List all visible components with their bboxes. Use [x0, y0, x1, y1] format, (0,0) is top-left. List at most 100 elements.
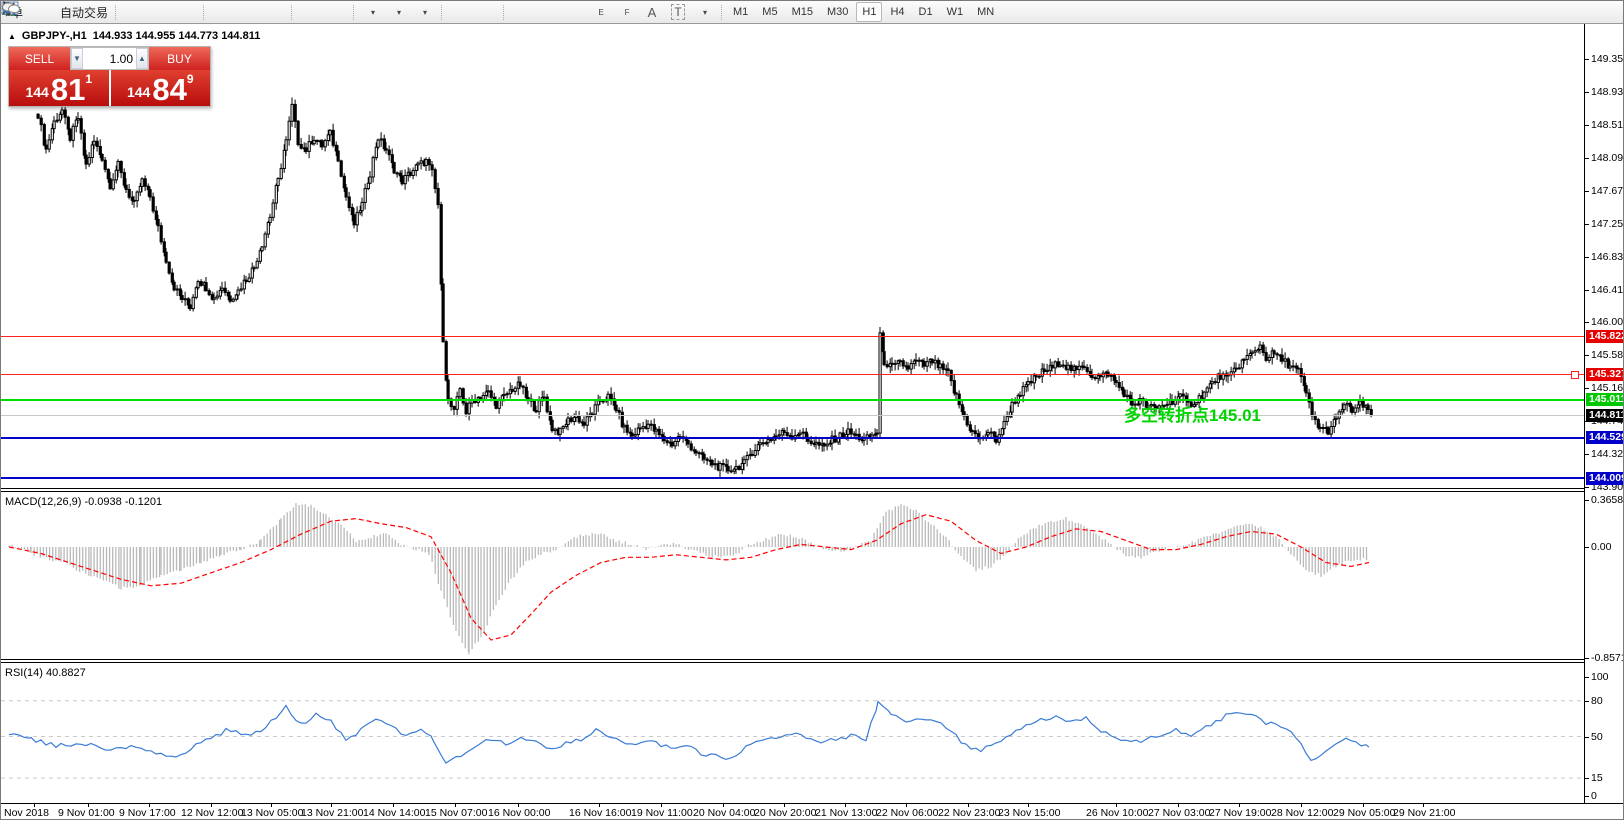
resistance-line-145822[interactable]	[1, 335, 1584, 337]
rsi-tick-mark	[1585, 736, 1589, 738]
text-label-button[interactable]: T	[665, 2, 691, 22]
volume-input[interactable]	[83, 48, 136, 69]
rsi-pane[interactable]: RSI(14) 40.8827	[1, 663, 1584, 803]
support-line-144009[interactable]	[1, 477, 1584, 480]
time-axis-label: 19 Nov 11:00	[631, 807, 693, 819]
price-tick-mark	[1585, 388, 1589, 390]
timeframe-button-d1[interactable]: D1	[918, 6, 933, 18]
timeframe-button-h4[interactable]: H4	[890, 6, 905, 18]
auto-scroll-button[interactable]	[2, 2, 323, 22]
time-axis-label: 20 Nov 20:00	[754, 807, 817, 819]
trendline-button[interactable]	[2, 2, 587, 22]
buy-price-display[interactable]: 144 84 9	[110, 70, 210, 106]
time-axis-label: 21 Nov 13:00	[815, 807, 878, 819]
resistance-line-145327-handle[interactable]	[1571, 370, 1579, 379]
price-tick-mark	[1585, 224, 1589, 226]
price-tick-mark	[1585, 191, 1589, 193]
price-tick-mark	[1585, 454, 1589, 455]
price-tick-label: 147.250	[1591, 218, 1624, 231]
price-badge: 145.011	[1586, 393, 1623, 407]
volume-decrease-button[interactable]: ▼	[71, 48, 83, 69]
autotrading-button[interactable]: 自动交易	[1, 1, 111, 22]
price-axis[interactable]: 149.350 148.930 148.510 148.090 147.670 147.2…	[1584, 24, 1624, 803]
price-badge: 144.529	[1586, 431, 1623, 445]
resistance-line-145327[interactable]	[1, 374, 1584, 376]
time-tick-mark	[271, 804, 272, 807]
time-axis-label: 27 Nov 03:00	[1148, 807, 1211, 819]
time-tick-mark	[34, 804, 35, 807]
collapse-panel-icon[interactable]: ▲	[8, 31, 16, 41]
templates-button[interactable]: ▾	[1, 1, 437, 22]
periods-button[interactable]: ▾	[2, 2, 411, 22]
time-tick-mark	[1239, 804, 1240, 807]
time-axis-label: 16 Nov 16:00	[569, 807, 632, 819]
chat-button[interactable]	[2, 2, 1610, 22]
rsi-label: RSI(14) 40.8827	[5, 667, 86, 679]
macd-tick-mark	[1585, 657, 1589, 659]
cursor-button[interactable]	[3, 1, 473, 22]
time-axis-label: 16 Nov 00:00	[488, 807, 551, 819]
volume-increase-button[interactable]: ▲	[136, 48, 148, 69]
support-line-144529[interactable]	[1, 436, 1584, 439]
rsi-tick-label: 80	[1591, 694, 1603, 707]
timeframe-button-m30[interactable]: M30	[826, 6, 849, 18]
line-chart-button[interactable]	[2, 2, 199, 22]
sell-price-display[interactable]: 144 81 1	[9, 70, 109, 106]
pane-splitter[interactable]	[1, 488, 1584, 492]
chevron-down-icon: ▾	[397, 7, 402, 17]
price-badge: 145.327	[1586, 368, 1623, 382]
time-axis-label: 29 Nov 05:00	[1333, 807, 1396, 819]
time-tick-mark	[331, 804, 332, 807]
price-tick-mark	[1585, 59, 1589, 61]
horizontal-line-button[interactable]	[2, 2, 561, 22]
arrows-button[interactable]: ▾	[3, 2, 717, 22]
vertical-line-button[interactable]	[6, 2, 535, 22]
time-tick-mark	[1116, 804, 1117, 807]
pivot-line-145011[interactable]	[1, 398, 1584, 401]
time-axis-label: 15 Nov 07:00	[425, 807, 488, 819]
price-tick-label: 145.160	[1591, 382, 1624, 395]
buy-button[interactable]: BUY	[149, 47, 210, 70]
autotrading-label: 自动交易	[60, 5, 109, 20]
time-tick-mark	[1363, 804, 1364, 807]
zoom-in-button[interactable]	[2, 2, 235, 22]
macd-tick-label: -0.8571	[1591, 651, 1624, 664]
fibonacci-button[interactable]: F	[3, 2, 639, 22]
time-tick-mark	[149, 804, 150, 807]
pane-splitter[interactable]	[1, 659, 1584, 663]
timeframe-button-m1[interactable]: M1	[733, 6, 749, 18]
timeframe-button-h1[interactable]: H1	[856, 2, 883, 22]
bid-price-line-144811[interactable]	[1, 414, 1584, 416]
time-axis[interactable]: Nov 2018 9 Nov 01:00 9 Nov 17:00 12 Nov 12:…	[1, 803, 1623, 819]
toolbar-separator	[353, 4, 355, 20]
volume-control: ▼ ▲	[70, 47, 149, 70]
main-chart-pane[interactable]: 多空转折点145.01 ▲ GBPJPY-,H1 144.933 144.955…	[1, 24, 1584, 489]
time-axis-label: Nov 2018	[4, 807, 49, 819]
search-button[interactable]	[2, 2, 1574, 22]
price-tick-mark	[1585, 92, 1589, 94]
time-tick-mark	[723, 804, 724, 807]
bar-chart-button[interactable]	[2, 2, 147, 22]
sell-button[interactable]: SELL	[9, 47, 70, 70]
text-button[interactable]: A	[639, 2, 665, 22]
equidistant-channel-button[interactable]: E	[2, 2, 613, 22]
timeframe-button-mn[interactable]: MN	[977, 6, 995, 18]
crosshair-button[interactable]	[2, 2, 499, 22]
chart-shift-button[interactable]	[2, 2, 349, 22]
zoom-out-button[interactable]	[2, 2, 261, 22]
toolbar-separator	[503, 4, 505, 20]
candlestick-chart-button[interactable]	[2, 2, 173, 22]
buy-price-prefix: 144	[126, 84, 151, 100]
time-tick-mark	[455, 804, 456, 807]
tile-windows-button[interactable]	[2, 2, 287, 22]
timeframe-button-w1[interactable]: W1	[946, 6, 964, 18]
sound-alert-button[interactable]	[2, 1, 56, 22]
price-tick-label: 148.510	[1591, 119, 1624, 132]
rsi-plot	[1, 700, 1584, 779]
timeframe-button-m15[interactable]: M15	[791, 6, 813, 18]
sell-price-prefix: 144	[25, 84, 49, 100]
macd-plot	[8, 503, 1370, 655]
new-chart-button[interactable]: ▾	[1, 2, 385, 22]
macd-pane[interactable]: MACD(12,26,9) -0.0938 -0.1201	[1, 492, 1584, 659]
timeframe-button-m5[interactable]: M5	[762, 6, 778, 18]
